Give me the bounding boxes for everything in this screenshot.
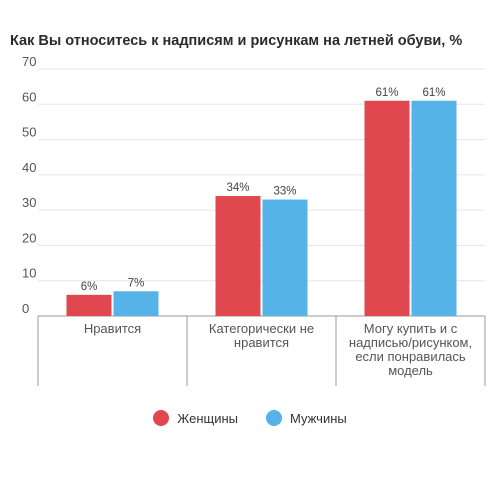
y-tick-label: 10 [22, 266, 36, 281]
y-tick-label: 40 [22, 160, 36, 175]
bar [364, 100, 410, 316]
data-label: 61% [422, 87, 445, 99]
x-tick-label: нравится [234, 335, 289, 350]
x-tick-label: надписью/рисунком, [349, 335, 472, 350]
legend-swatch-women [153, 410, 170, 426]
x-tick-label: если понравилась [355, 349, 466, 364]
x-tick-label: Категорически не [209, 321, 314, 336]
bar [262, 199, 308, 316]
y-tick-label: 0 [22, 301, 29, 316]
data-label: 34% [226, 182, 249, 194]
legend-label-women: Женщины [177, 410, 238, 426]
legend: Женщины Мужчины [0, 410, 500, 426]
legend-item-men[interactable]: Мужчины [266, 410, 347, 426]
y-tick-label: 50 [22, 125, 36, 140]
bar [411, 100, 457, 316]
legend-label-men: Мужчины [290, 410, 347, 426]
data-label: 61% [375, 87, 398, 99]
chart-title: Как Вы относитесь к надписям и рисункам … [10, 33, 463, 49]
x-tick-label: Могу купить и с [364, 321, 458, 336]
x-tick-label: модель [388, 363, 433, 378]
bar [113, 291, 159, 316]
legend-item-women[interactable]: Женщины [153, 410, 238, 426]
bar [66, 294, 112, 316]
legend-swatch-men [266, 410, 282, 426]
y-tick-label: 70 [22, 54, 36, 69]
y-tick-label: 60 [22, 89, 36, 104]
data-label: 7% [128, 277, 145, 289]
data-label: 33% [273, 186, 296, 198]
y-tick-label: 20 [22, 230, 36, 245]
y-tick-label: 30 [22, 195, 36, 210]
x-tick-label: Нравится [84, 321, 141, 336]
data-label: 6% [81, 281, 98, 293]
bar [215, 196, 261, 316]
